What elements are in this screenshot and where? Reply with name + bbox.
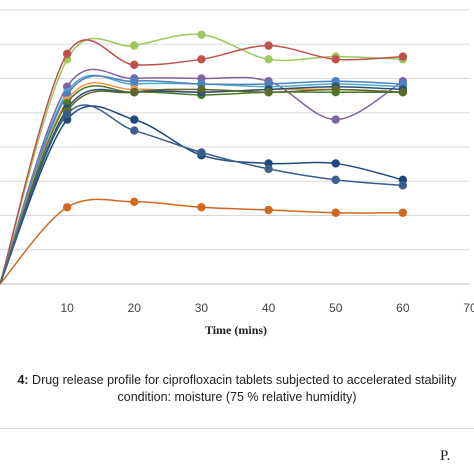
- data-point: [197, 55, 206, 64]
- data-point: [264, 205, 273, 215]
- data-point: [331, 115, 340, 124]
- data-point: [130, 77, 139, 86]
- x-tick-label: 20: [128, 301, 142, 315]
- data-point: [331, 85, 340, 94]
- data-point: [62, 49, 72, 59]
- series-12: [0, 197, 408, 285]
- series-2: [0, 39, 408, 285]
- page-divider: [0, 428, 474, 429]
- data-point: [264, 41, 273, 50]
- data-point: [264, 55, 273, 64]
- data-point: [398, 88, 408, 97]
- data-point: [197, 148, 206, 157]
- data-point: [130, 41, 139, 50]
- data-point: [331, 55, 340, 64]
- data-point: [130, 126, 139, 135]
- data-point: [62, 203, 72, 212]
- x-tick-label: 70: [463, 301, 474, 315]
- data-point: [130, 197, 139, 206]
- data-point: [331, 208, 340, 217]
- x-axis-title: Time (mins): [205, 323, 267, 337]
- gridlines: [0, 9, 470, 285]
- series-line: [0, 85, 403, 285]
- data-point: [331, 159, 340, 168]
- data-point: [197, 203, 206, 212]
- figure-caption-line-1: 4: Drug release profile for ciprofloxaci…: [0, 372, 474, 389]
- data-point: [62, 109, 72, 119]
- series-layer: [0, 30, 408, 285]
- x-tick-label: 50: [329, 301, 343, 315]
- series-7: [0, 85, 408, 285]
- series-line: [0, 68, 404, 285]
- caption-prefix: 4:: [17, 373, 29, 387]
- x-tick-label: 60: [396, 301, 410, 315]
- data-point: [331, 175, 340, 185]
- x-tick-label: 10: [60, 301, 74, 315]
- data-point: [398, 208, 408, 217]
- caption-text-1: Drug release profile for ciprofloxacin t…: [28, 373, 457, 387]
- data-point: [398, 181, 408, 190]
- data-point: [130, 88, 139, 97]
- series-10: [0, 105, 408, 285]
- series-line: [0, 85, 403, 285]
- series-9: [0, 85, 408, 285]
- data-point: [264, 164, 273, 174]
- x-tick-label: 40: [262, 301, 276, 315]
- data-point: [130, 60, 139, 69]
- data-point: [398, 52, 408, 61]
- x-tick-labels: 10 20 30 40 50 60 70: [60, 301, 474, 315]
- series-line: [0, 105, 404, 285]
- figure-caption-line-2: condition: moisture (75 % relative humid…: [117, 390, 357, 404]
- series-line: [0, 104, 403, 285]
- series-11: [0, 104, 408, 285]
- data-point: [197, 30, 206, 39]
- page-marker: P.: [440, 448, 451, 464]
- series-5: [0, 75, 408, 285]
- series-1: [0, 30, 408, 285]
- x-tick-label: 30: [195, 301, 209, 315]
- data-point: [264, 88, 273, 97]
- data-point: [130, 115, 139, 124]
- series-line: [0, 198, 403, 285]
- data-point: [197, 85, 206, 94]
